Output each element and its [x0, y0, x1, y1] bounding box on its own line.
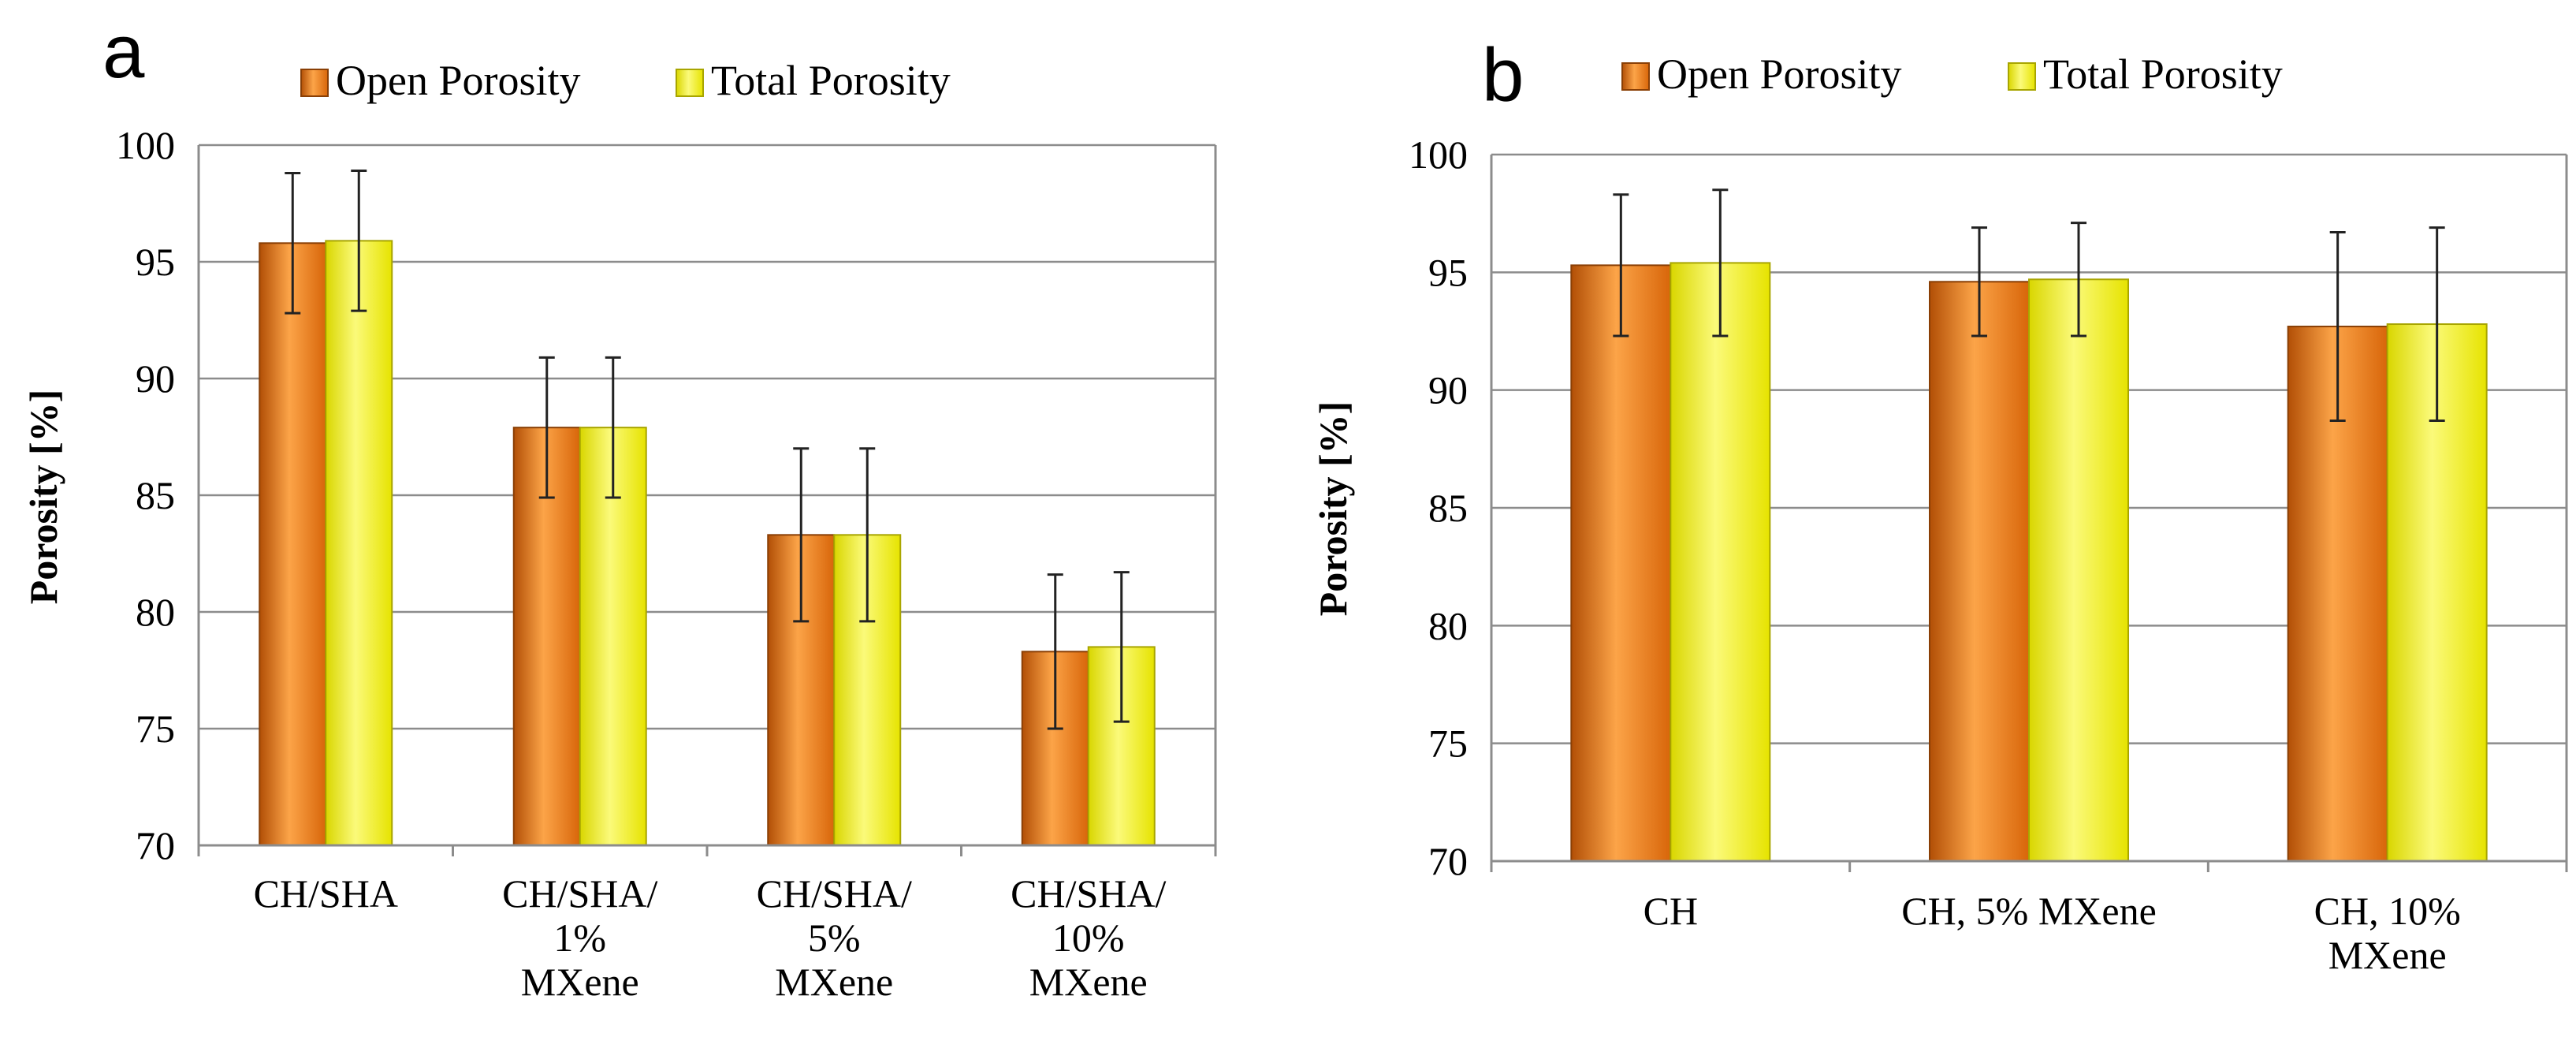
legend-swatch-open-porosity: [1621, 62, 1650, 91]
legend-swatch-open-porosity: [300, 69, 329, 97]
y-tick-label: 100: [1409, 132, 1468, 177]
y-tick-label: 70: [1428, 839, 1468, 883]
legend-label-total-porosity: Total Porosity: [711, 57, 951, 104]
legend-label-open-porosity: Open Porosity: [1657, 50, 1902, 98]
y-tick-label: 90: [1428, 368, 1468, 412]
y-tick-label: 90: [136, 356, 175, 401]
x-category-label: MXene: [1029, 960, 1148, 1004]
y-tick-label: 85: [136, 473, 175, 517]
bar-open-porosity: [259, 242, 327, 846]
x-category-label: 10%: [1052, 916, 1125, 960]
y-tick-label: 75: [136, 707, 175, 751]
y-axis-label-b: Porosity [%]: [1311, 401, 1355, 617]
legend-label-total-porosity: Total Porosity: [2043, 50, 2283, 98]
x-category-label: MXene: [521, 960, 639, 1004]
y-tick-label: 100: [116, 123, 175, 167]
y-tick-label: 75: [1428, 722, 1468, 766]
y-axis-label-a: Porosity [%]: [21, 390, 65, 605]
chart-panel-a: a Open Porosity Total Porosity Porosity …: [21, 9, 1217, 1004]
x-category-label: 1%: [553, 916, 606, 960]
plot-area-b: 70 75 80 85 90 95 100 CH CH, 5% MXene CH, 10%MXen…: [1409, 132, 2568, 977]
y-tick-label: 70: [136, 823, 175, 867]
legend-swatch-total-porosity: [676, 69, 704, 97]
y-tick-label: 80: [136, 590, 175, 634]
bar-open-porosity: [1570, 264, 1672, 862]
legend-a: Open Porosity Total Porosity: [300, 57, 951, 104]
x-category-label: CH/SHA/: [502, 871, 657, 916]
panel-label-b: b: [1482, 33, 1524, 117]
x-category-label: CH/SHA/: [1011, 871, 1166, 916]
x-category-label: 5%: [808, 916, 861, 960]
bar-total-porosity: [2028, 278, 2129, 862]
y-tick-label: 95: [136, 240, 175, 284]
x-category-label: CH, 10%: [2314, 889, 2461, 933]
legend-swatch-total-porosity: [2008, 62, 2036, 91]
legend-b: Open Porosity Total Porosity: [1621, 50, 2283, 98]
y-tick-label: 80: [1428, 603, 1468, 647]
x-category-label: CH/SHA: [254, 871, 398, 916]
x-category-label: CH, 5% MXene: [1901, 889, 2157, 933]
panel-label-a: a: [102, 9, 145, 94]
bar-total-porosity: [1670, 262, 1771, 862]
y-tick-label: 95: [1428, 250, 1468, 294]
x-category-label: MXene: [2328, 933, 2447, 977]
chart-panel-b: b Open Porosity Total Porosity Porosity …: [1311, 33, 2568, 977]
x-category-label: CH/SHA/: [757, 871, 912, 916]
bar-open-porosity: [1929, 281, 2030, 862]
x-category-label: MXene: [775, 960, 893, 1004]
x-category-label: CH: [1644, 889, 1698, 933]
bar-total-porosity: [325, 240, 393, 846]
y-tick-label: 85: [1428, 486, 1468, 530]
legend-label-open-porosity: Open Porosity: [336, 57, 581, 104]
